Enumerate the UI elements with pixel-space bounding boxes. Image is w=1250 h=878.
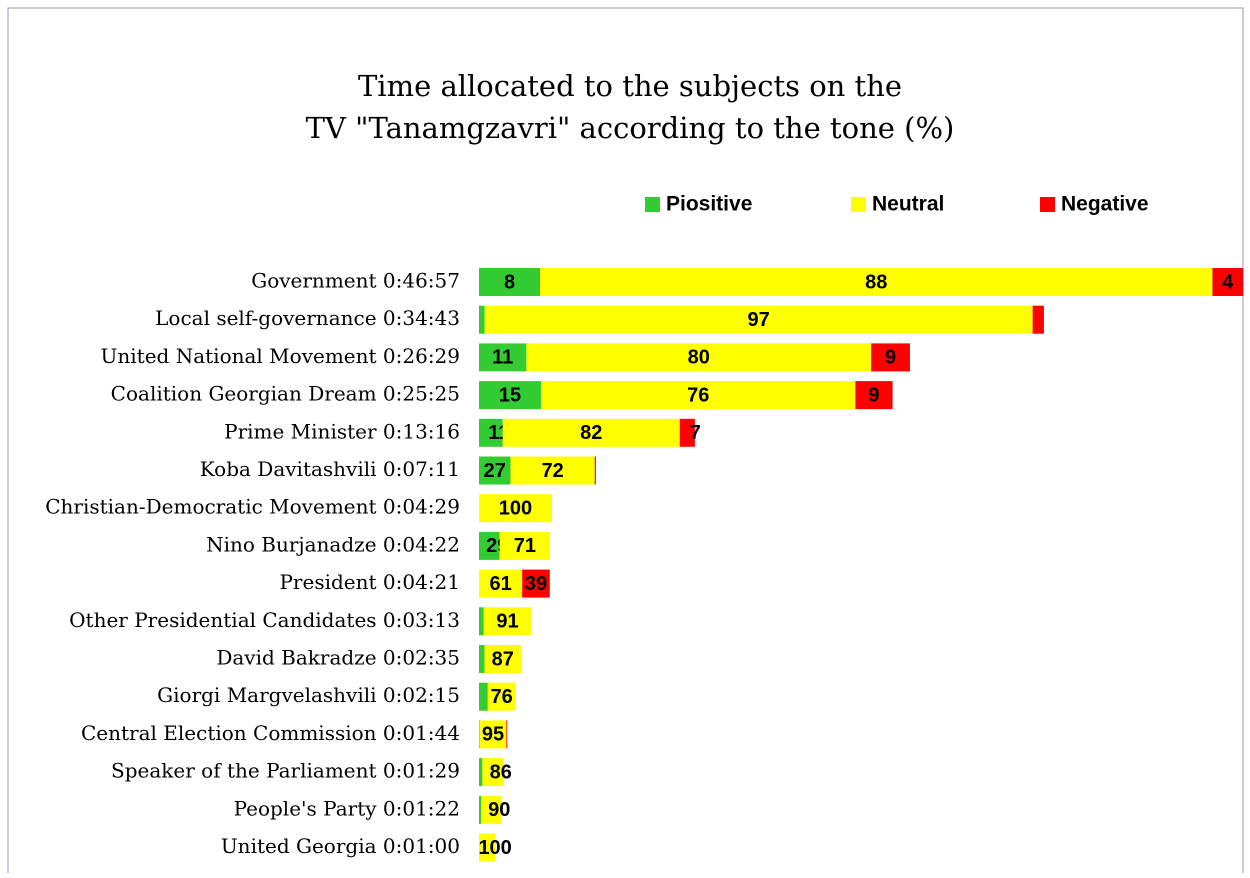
value-label: 87 [492, 648, 514, 670]
value-label: 27 [484, 460, 506, 482]
value-label: 88 [865, 271, 887, 293]
bar-segment [479, 343, 527, 372]
bar-segment [541, 381, 856, 410]
bar-segment [479, 720, 480, 749]
category-label: Christian-Democratic Movement 0:04:29 [45, 495, 460, 519]
value-label: 100 [478, 837, 511, 859]
value-label: 100 [499, 497, 532, 519]
value-label: 9 [885, 347, 896, 369]
bar-segment [499, 531, 551, 560]
bar-segment [502, 418, 680, 447]
category-label: Koba Davitashvili 0:07:11 [200, 457, 460, 481]
bar-segment [481, 795, 502, 824]
category-label: People's Party 0:01:22 [234, 796, 460, 820]
value-label: 80 [688, 347, 710, 369]
value-label: 72 [542, 460, 564, 482]
value-label: 76 [687, 384, 709, 406]
bar-segment [479, 456, 511, 485]
bar-segment [1212, 268, 1243, 296]
bar-segment [679, 418, 695, 447]
bar-segment [479, 305, 485, 334]
category-label: President 0:04:21 [279, 570, 460, 594]
value-label: 82 [580, 422, 602, 444]
value-label: 95 [482, 724, 504, 746]
legend-label: Negative [1061, 193, 1149, 216]
value-label: 39 [525, 573, 547, 595]
bar-segment [479, 758, 483, 787]
bar-segment [479, 268, 541, 296]
bar-segment [506, 720, 508, 749]
chart-subtitle: TV "Tanamgzavri" according to the tone (… [306, 111, 955, 145]
category-label: United National Movement 0:26:29 [101, 344, 460, 368]
legend-swatch [645, 197, 660, 212]
legend-swatch [851, 197, 866, 212]
value-label: 4 [1222, 271, 1234, 293]
bar-segment [510, 456, 595, 485]
bar-segment [540, 268, 1213, 296]
bar-segment [479, 833, 496, 862]
bar-segment [479, 569, 523, 598]
bar-segment [479, 494, 552, 523]
bar-segment [479, 795, 482, 824]
value-label: 86 [490, 761, 512, 783]
bar-segment [526, 343, 872, 372]
legend-label: Neutral [872, 193, 944, 216]
bar-segment [871, 343, 910, 372]
bar-segment [484, 305, 1033, 334]
bar-segment [522, 569, 550, 598]
bar-segment [479, 607, 484, 636]
bar-segment [479, 381, 542, 410]
bar-segment [487, 682, 516, 711]
category-label: Local self-governance 0:34:43 [155, 306, 460, 330]
value-label: 61 [489, 573, 511, 595]
value-label: 91 [496, 611, 518, 633]
bar-segment [855, 381, 893, 410]
category-label: United Georgia 0:01:00 [221, 834, 460, 858]
value-label: 15 [499, 384, 521, 406]
category-label: Nino Burjanadze 0:04:22 [206, 532, 460, 556]
value-label: 11 [492, 347, 513, 369]
value-label: 7 [690, 422, 701, 444]
bar-segment [479, 645, 485, 673]
value-label: 76 [491, 686, 513, 708]
bar-segment [484, 645, 522, 673]
chart-title: Time allocated to the subjects on the [358, 69, 902, 103]
value-label: 90 [488, 799, 510, 821]
category-label: David Bakradze 0:02:35 [216, 646, 460, 670]
bar-segment [483, 607, 532, 636]
bar-segment [482, 758, 504, 787]
category-label: Coalition Georgian Dream 0:25:25 [111, 382, 460, 406]
bar-segment [1032, 305, 1044, 334]
value-label: 97 [748, 309, 770, 331]
category-label: Prime Minister 0:13:16 [224, 419, 460, 443]
legend-swatch [1040, 197, 1055, 212]
bar-segment [594, 456, 596, 485]
category-label: Government 0:46:57 [251, 269, 460, 293]
bar-segment [479, 418, 503, 447]
bar-segment [479, 531, 500, 560]
legend-label: Piositive [666, 193, 752, 216]
bar-segment [479, 682, 488, 711]
category-label: Other Presidential Candidates 0:03:13 [69, 608, 460, 632]
bar-segment [479, 720, 507, 749]
value-label: 8 [504, 271, 515, 293]
value-label: 9 [868, 384, 879, 406]
category-label: Central Election Commission 0:01:44 [81, 721, 460, 745]
value-label: 71 [514, 535, 536, 557]
category-label: Speaker of the Parliament 0:01:29 [111, 759, 460, 783]
category-label: Giorgi Margvelashvili 0:02:15 [157, 683, 460, 707]
